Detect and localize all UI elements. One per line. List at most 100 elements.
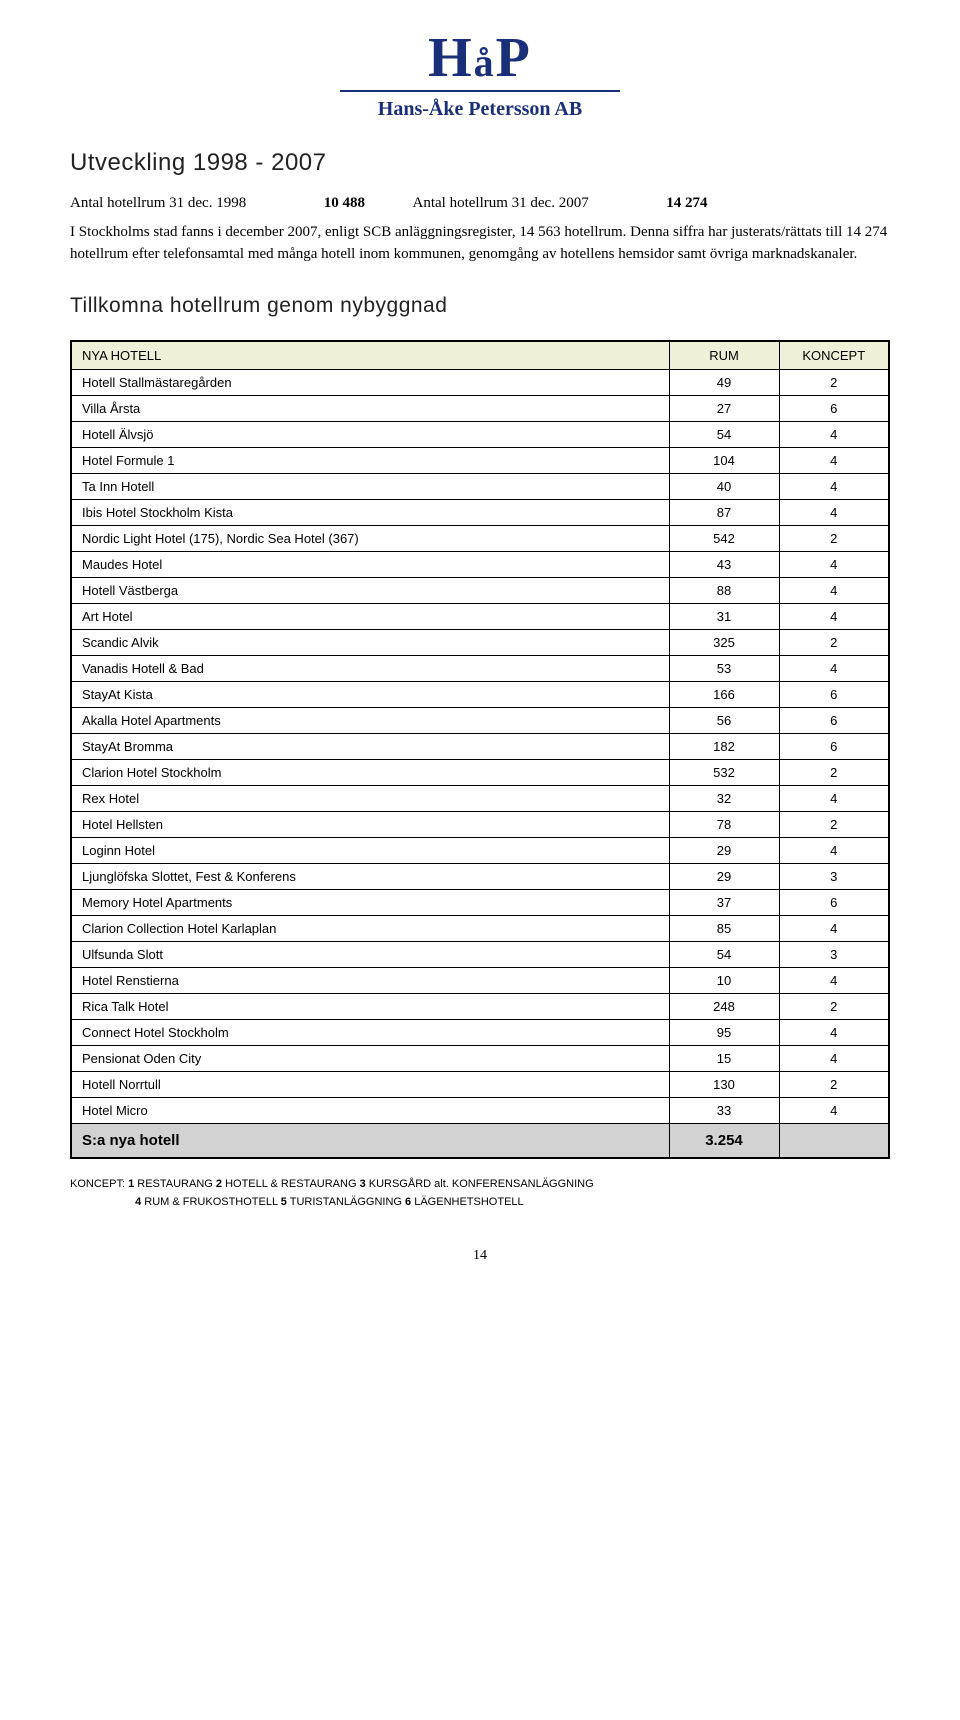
table-row: Memory Hotel Apartments376: [71, 889, 889, 915]
table-row: Hotel Micro334: [71, 1097, 889, 1123]
hotel-name: Clarion Hotel Stockholm: [71, 759, 669, 785]
hotel-koncept: 6: [779, 707, 889, 733]
intro-paragraph: I Stockholms stad fanns i december 2007,…: [70, 222, 890, 266]
hotel-name: Ta Inn Hotell: [71, 473, 669, 499]
hotel-rum: 29: [669, 863, 779, 889]
table-row: Hotel Formule 11044: [71, 447, 889, 473]
hotel-name: Vanadis Hotell & Bad: [71, 655, 669, 681]
koncept-legend: KONCEPT: 1 RESTAURANG 2 HOTELL & RESTAUR…: [70, 1175, 890, 1212]
hotel-rum: 532: [669, 759, 779, 785]
table-row: StayAt Bromma1826: [71, 733, 889, 759]
table-row: Hotell Västberga884: [71, 577, 889, 603]
logo-main: HåP: [70, 30, 890, 86]
hotel-name: Memory Hotel Apartments: [71, 889, 669, 915]
hotel-koncept: 2: [779, 811, 889, 837]
hotel-koncept: 4: [779, 967, 889, 993]
table-row: Hotel Hellsten782: [71, 811, 889, 837]
hotel-koncept: 4: [779, 421, 889, 447]
section-title: Utveckling 1998 - 2007: [70, 149, 890, 177]
hotel-name: Hotel Hellsten: [71, 811, 669, 837]
hotel-rum: 33: [669, 1097, 779, 1123]
hotel-koncept: 6: [779, 681, 889, 707]
hotel-koncept: 4: [779, 837, 889, 863]
table-total-row: S:a nya hotell3.254: [71, 1123, 889, 1158]
table-row: StayAt Kista1666: [71, 681, 889, 707]
table-row: Art Hotel314: [71, 603, 889, 629]
legend-label: KONCEPT:: [70, 1178, 125, 1190]
hotel-koncept: 4: [779, 447, 889, 473]
hotel-name: Maudes Hotel: [71, 551, 669, 577]
hotel-rum: 54: [669, 941, 779, 967]
hotel-name: Pensionat Oden City: [71, 1045, 669, 1071]
hotel-koncept: 4: [779, 603, 889, 629]
hotel-name: Villa Årsta: [71, 395, 669, 421]
hotel-name: Rex Hotel: [71, 785, 669, 811]
hotel-name: Clarion Collection Hotel Karlaplan: [71, 915, 669, 941]
hotel-rum: 54: [669, 421, 779, 447]
hotel-rum: 10: [669, 967, 779, 993]
table-row: Pensionat Oden City154: [71, 1045, 889, 1071]
hotel-rum: 15: [669, 1045, 779, 1071]
page-number: 14: [70, 1248, 890, 1264]
table-row: Ibis Hotel Stockholm Kista874: [71, 499, 889, 525]
sub-section-title: Tillkomna hotellrum genom nybyggnad: [70, 294, 890, 318]
hotel-rum: 31: [669, 603, 779, 629]
hotel-koncept: 2: [779, 525, 889, 551]
hotel-rum: 49: [669, 369, 779, 395]
total-value: 3.254: [669, 1123, 779, 1158]
hotel-koncept: 2: [779, 759, 889, 785]
table-row: Ljunglöfska Slottet, Fest & Konferens293: [71, 863, 889, 889]
hotel-rum: 88: [669, 577, 779, 603]
table-row: Nordic Light Hotel (175), Nordic Sea Hot…: [71, 525, 889, 551]
hotel-name: Connect Hotel Stockholm: [71, 1019, 669, 1045]
hotel-koncept: 4: [779, 915, 889, 941]
hotel-koncept: 2: [779, 369, 889, 395]
intro-value-2: 14 274: [666, 195, 707, 211]
hotel-name: Ulfsunda Slott: [71, 941, 669, 967]
hotel-rum: 95: [669, 1019, 779, 1045]
hotel-rum: 87: [669, 499, 779, 525]
intro-label-2: Antal hotellrum 31 dec. 2007: [413, 195, 663, 212]
hotel-koncept: 2: [779, 1071, 889, 1097]
hotel-name: Hotell Stallmästaregården: [71, 369, 669, 395]
hotel-name: Hotel Micro: [71, 1097, 669, 1123]
hotel-name: Nordic Light Hotel (175), Nordic Sea Hot…: [71, 525, 669, 551]
logo-subtitle: Hans-Åke Petersson AB: [70, 98, 890, 121]
hotel-koncept: 6: [779, 889, 889, 915]
hotel-name: Scandic Alvik: [71, 629, 669, 655]
hotel-name: Ljunglöfska Slottet, Fest & Konferens: [71, 863, 669, 889]
hotel-rum: 166: [669, 681, 779, 707]
table-row: Hotell Älvsjö544: [71, 421, 889, 447]
hotel-rum: 78: [669, 811, 779, 837]
table-row: Akalla Hotel Apartments566: [71, 707, 889, 733]
hotel-koncept: 4: [779, 577, 889, 603]
hotel-koncept: 6: [779, 733, 889, 759]
hotel-rum: 248: [669, 993, 779, 1019]
total-blank: [779, 1123, 889, 1158]
hotel-rum: 27: [669, 395, 779, 421]
intro-label-1: Antal hotellrum 31 dec. 1998: [70, 195, 320, 212]
hotel-name: Hotel Formule 1: [71, 447, 669, 473]
table-header-row: NYA HOTELL RUM KONCEPT: [71, 341, 889, 370]
hotel-rum: 53: [669, 655, 779, 681]
hotel-rum: 56: [669, 707, 779, 733]
table-row: Hotel Renstierna104: [71, 967, 889, 993]
hotel-koncept: 4: [779, 473, 889, 499]
hotel-name: Hotel Renstierna: [71, 967, 669, 993]
col-header-koncept: KONCEPT: [779, 341, 889, 370]
hotel-koncept: 3: [779, 941, 889, 967]
hotel-name: Hotell Älvsjö: [71, 421, 669, 447]
hotel-koncept: 4: [779, 785, 889, 811]
hotel-koncept: 4: [779, 655, 889, 681]
table-row: Rica Talk Hotel2482: [71, 993, 889, 1019]
hotel-rum: 104: [669, 447, 779, 473]
table-row: Hotell Norrtull1302: [71, 1071, 889, 1097]
table-row: Villa Årsta276: [71, 395, 889, 421]
total-label: S:a nya hotell: [71, 1123, 669, 1158]
hotel-rum: 542: [669, 525, 779, 551]
intro-value-1: 10 488: [324, 195, 365, 211]
hotel-rum: 85: [669, 915, 779, 941]
hotel-name: Hotell Västberga: [71, 577, 669, 603]
hotel-name: StayAt Kista: [71, 681, 669, 707]
hotel-rum: 32: [669, 785, 779, 811]
